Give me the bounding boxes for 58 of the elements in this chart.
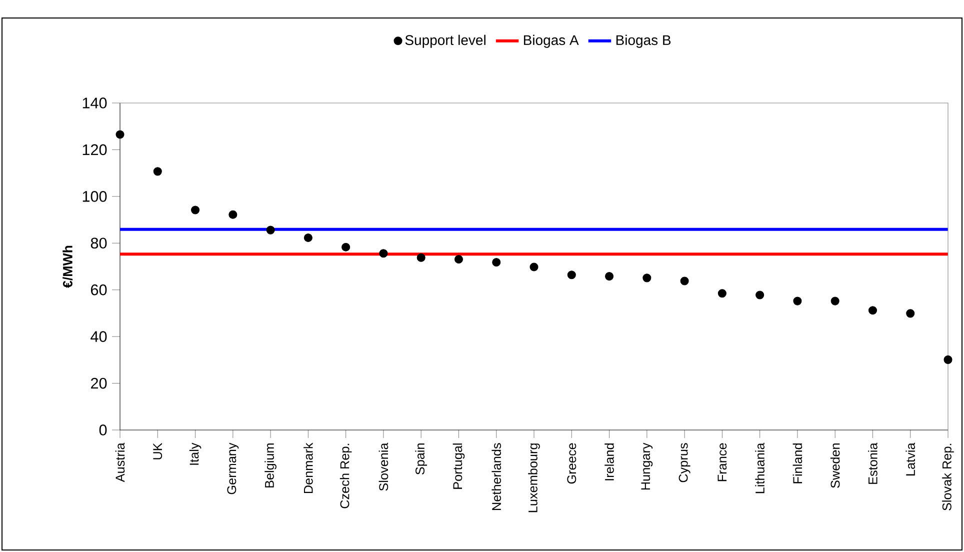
legend-label: Biogas A — [524, 34, 579, 48]
x-tick-label: Spain — [415, 444, 428, 475]
y-axis-title: €/MWh — [62, 246, 73, 288]
x-tick-label: Greece — [567, 443, 576, 484]
x-tick-label: Slovenia — [378, 442, 388, 491]
x-tick-label: Finland — [792, 444, 802, 484]
x-tick-label: Lithuania — [755, 442, 764, 494]
point — [153, 167, 162, 176]
x-tick-label: Luxembourg — [528, 444, 540, 512]
x-tick-label: France — [718, 443, 727, 482]
x-tick-label: Belgium — [264, 444, 276, 488]
x-tick-label: Latvia — [906, 442, 916, 476]
point — [906, 309, 915, 318]
x-tick-label: UK — [153, 442, 162, 460]
point — [605, 272, 614, 281]
y-tick-label: 140 — [82, 98, 107, 108]
point — [944, 355, 952, 364]
y-tick-label: 100 — [82, 190, 107, 202]
point — [642, 274, 652, 282]
legend-label: Biogas B — [616, 34, 671, 48]
x-tick-label: Denmark — [304, 442, 313, 494]
point — [793, 296, 802, 306]
y-tick-label: 0 — [99, 424, 107, 436]
x-tick-label: Portugal — [452, 444, 465, 489]
x-tick-label: Cyprus — [678, 443, 690, 482]
point — [304, 233, 312, 242]
y-tick-label: 80 — [90, 238, 107, 249]
point — [530, 262, 538, 272]
x-tick-label: Slovak Rep. — [942, 444, 954, 510]
point — [416, 253, 426, 262]
x-tick-label: Czech Rep. — [340, 444, 352, 508]
x-tick-label: Estonia — [868, 442, 878, 484]
point — [756, 290, 764, 300]
x-tick-label: Germany — [227, 442, 239, 494]
y-tick-label: 20 — [91, 378, 107, 389]
x-tick-label: Sweden — [830, 444, 840, 488]
y-tick-label: 120 — [82, 144, 107, 156]
legend-label: Support level — [405, 34, 486, 48]
x-tick-label: Hungary — [641, 442, 653, 490]
point — [191, 206, 200, 214]
y-tick-label: 40 — [90, 331, 107, 342]
x-tick-label: Austria — [115, 442, 125, 482]
x-tick-label: Italy — [189, 442, 202, 465]
point — [228, 210, 238, 219]
point — [342, 242, 350, 252]
point — [718, 289, 726, 298]
point — [379, 249, 388, 258]
point — [868, 306, 877, 315]
x-tick-label: Netherlands — [492, 443, 502, 510]
point — [680, 276, 689, 286]
point — [492, 258, 501, 267]
point — [454, 254, 464, 264]
x-tick-label: Ireland — [604, 444, 614, 480]
point — [567, 270, 576, 280]
point — [830, 296, 840, 306]
point — [116, 130, 124, 139]
y-tick-label: 60 — [91, 284, 107, 296]
point — [266, 226, 275, 234]
